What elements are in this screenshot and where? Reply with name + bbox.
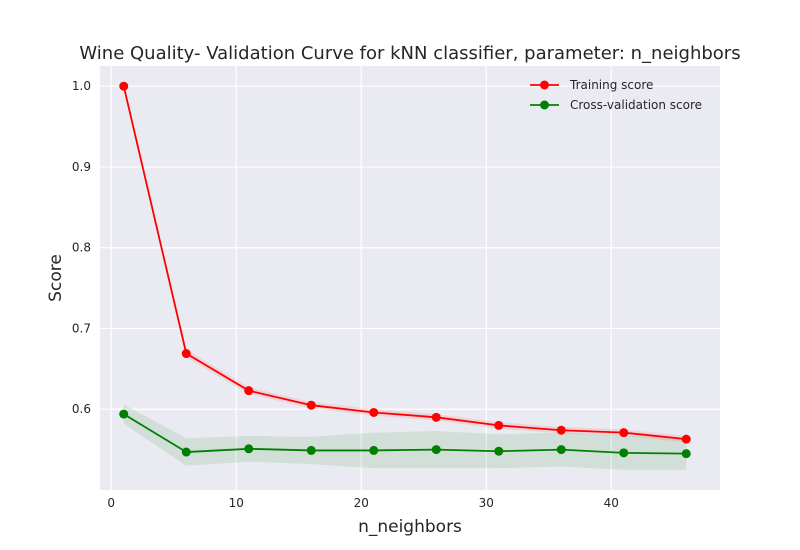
legend-swatch-marker bbox=[540, 80, 549, 90]
legend-label: Training score bbox=[569, 78, 653, 92]
series-0-point bbox=[431, 412, 441, 422]
series-points bbox=[119, 81, 691, 459]
series-1-point bbox=[619, 448, 629, 458]
series-0-point bbox=[681, 434, 691, 444]
y-tick-label: 0.9 bbox=[72, 160, 91, 174]
series-1-point bbox=[119, 409, 129, 419]
legend-label: Cross-validation score bbox=[570, 98, 702, 112]
x-tick-label: 0 bbox=[107, 496, 115, 510]
series-1-point bbox=[431, 445, 441, 455]
series-0-point bbox=[306, 400, 316, 410]
x-tick-label: 20 bbox=[354, 496, 369, 510]
series-1-point bbox=[244, 444, 254, 454]
y-tick-label: 0.8 bbox=[72, 241, 91, 255]
plot-area bbox=[100, 66, 720, 490]
chart-title: Wine Quality- Validation Curve for kNN c… bbox=[79, 43, 740, 64]
series-1-point bbox=[306, 445, 316, 455]
y-axis-ticks: 0.6 0.7 0.8 0.9 1.0 bbox=[72, 79, 91, 416]
series-0-point bbox=[119, 81, 129, 91]
series-1-band bbox=[123, 404, 687, 470]
x-tick-label: 10 bbox=[229, 496, 244, 510]
series-lines bbox=[122, 85, 687, 455]
series-0-line bbox=[122, 85, 687, 441]
series-1-point bbox=[494, 446, 504, 456]
y-axis-label: Score bbox=[46, 254, 66, 302]
variance-bands bbox=[123, 86, 687, 470]
series-1-line bbox=[123, 413, 687, 455]
series-0-point bbox=[181, 349, 191, 359]
y-tick-label: 1.0 bbox=[72, 79, 91, 93]
series-0-point bbox=[244, 386, 254, 396]
x-tick-label: 40 bbox=[604, 496, 619, 510]
legend-swatch-marker bbox=[540, 100, 549, 110]
series-0-point bbox=[494, 420, 504, 430]
series-1-point bbox=[181, 447, 191, 457]
legend: Training score Cross-validation score bbox=[530, 78, 702, 112]
series-0-point bbox=[369, 407, 379, 417]
series-1-point bbox=[681, 449, 691, 459]
series-1-point bbox=[556, 445, 566, 455]
x-axis-ticks: 0 10 20 30 40 bbox=[107, 496, 618, 510]
series-1-point bbox=[369, 445, 379, 455]
x-tick-label: 30 bbox=[479, 496, 494, 510]
y-tick-label: 0.6 bbox=[72, 402, 91, 416]
x-axis-label: n_neighbors bbox=[358, 517, 462, 537]
series-0-point bbox=[619, 428, 629, 438]
series-0-point bbox=[556, 425, 566, 435]
y-tick-label: 0.7 bbox=[72, 321, 91, 335]
grid bbox=[100, 66, 720, 490]
